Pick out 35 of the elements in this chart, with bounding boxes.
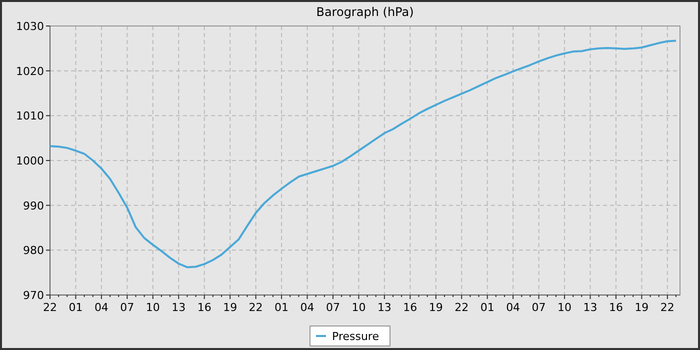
x-tick-label: 10 [352,301,366,314]
y-tick-label: 1000 [16,154,44,168]
x-tick-label: 16 [403,301,418,314]
x-tick-label: 13 [583,301,598,314]
x-tick-label: 16 [197,301,212,314]
x-tick-label: 10 [146,301,160,314]
x-tick-label: 07 [120,301,134,314]
line-series [49,40,677,268]
x-tick-label: 22 [248,301,263,314]
legend-label: Pressure [332,330,380,343]
x-tick-label: 16 [608,301,623,314]
x-tick-label: 13 [172,301,186,314]
x-tick-label: 19 [223,301,238,314]
y-tick-label: 990 [23,199,44,212]
x-tick-label: 01 [480,301,494,314]
x-tick-label: 04 [300,301,314,314]
y-tick-label: 970 [23,289,44,302]
x-tick-label: 01 [68,301,83,314]
x-tick-label: 10 [558,301,572,314]
y-tick-label: 1010 [16,110,44,123]
x-tick-label: 07 [532,301,546,314]
y-tick-label: 1030 [16,20,44,33]
x-tick-label: 22 [454,301,469,314]
y-tick-label: 980 [23,244,44,258]
x-tick-label: 22 [660,301,674,314]
x-tick-label: 04 [506,301,520,314]
x-tick-label: 22 [43,301,57,314]
chart-title: Barograph (hPa) [316,5,414,19]
x-tick-label: 13 [377,301,392,314]
x-tick-label: 19 [634,301,649,314]
y-tick-label: 1020 [16,64,44,78]
x-tick-label: 19 [428,301,443,314]
x-tick-label: 07 [326,301,340,314]
x-tick-label: 04 [94,301,108,314]
x-tick-label: 01 [274,301,289,314]
